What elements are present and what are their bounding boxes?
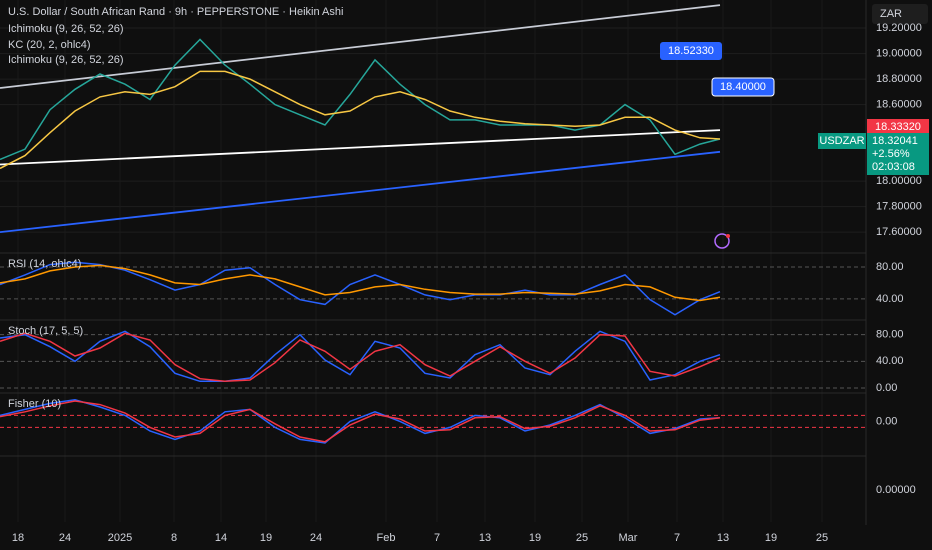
line bbox=[0, 70, 721, 170]
y-tick-label: 18.00000 bbox=[876, 175, 922, 187]
indicator: KC (20, 2, ohlc4) bbox=[8, 39, 91, 51]
x-tick-label: Mar bbox=[619, 532, 638, 544]
line bbox=[0, 330, 721, 383]
x-tick-label: 18 bbox=[12, 532, 24, 544]
x-tick-label: 25 bbox=[576, 532, 588, 544]
y-tick-label: 18.60000 bbox=[876, 98, 922, 110]
symbol-box bbox=[818, 133, 866, 149]
line bbox=[0, 261, 721, 316]
line bbox=[0, 4, 721, 89]
price-annotation: 18.33320 bbox=[875, 121, 921, 133]
change: +2.56% bbox=[872, 148, 910, 160]
x-tick-label: Feb bbox=[377, 532, 396, 544]
line bbox=[0, 400, 721, 443]
indicator: Ichimoku (9, 26, 52, 26) bbox=[8, 54, 124, 66]
x-tick-label: 13 bbox=[479, 532, 491, 544]
x-tick-label: 7 bbox=[434, 532, 440, 544]
last-price: 18.32041 bbox=[872, 135, 918, 147]
y-tick-label: 40.00 bbox=[876, 355, 904, 367]
marks bbox=[0, 0, 932, 522]
x-tick-label: 14 bbox=[215, 532, 227, 544]
x-tick-label: 19 bbox=[260, 532, 272, 544]
price-box bbox=[867, 119, 929, 135]
last-price-box bbox=[867, 133, 929, 175]
price-annotation: 18.52330 bbox=[668, 45, 714, 57]
chart-title: U.S. Dollar / South African Rand · 9h · … bbox=[8, 6, 343, 18]
currency: ZAR bbox=[880, 8, 902, 20]
x-tick-label: 24 bbox=[59, 532, 71, 544]
y-tick-label: 40.00 bbox=[876, 293, 904, 305]
y-tick-label: 80.00 bbox=[876, 261, 904, 273]
alert-icon[interactable] bbox=[714, 233, 730, 249]
x-tick-label: 25 bbox=[816, 532, 828, 544]
y-tick-label: 0.00 bbox=[876, 415, 897, 427]
x-tick-label: 8 bbox=[171, 532, 177, 544]
line bbox=[0, 150, 721, 233]
x-tick-label: 13 bbox=[717, 532, 729, 544]
y-tick-label: 18.80000 bbox=[876, 73, 922, 85]
currency-box[interactable] bbox=[872, 4, 928, 24]
panel-title: RSI (14, ohlc4) bbox=[8, 258, 81, 270]
y-tick-label: 0.00 bbox=[876, 382, 897, 394]
line bbox=[0, 264, 721, 302]
line bbox=[0, 332, 721, 383]
x-tick-label: 19 bbox=[765, 532, 777, 544]
x-tick-label: 19 bbox=[529, 532, 541, 544]
price-annotation: 18.40000 bbox=[720, 81, 766, 93]
panel-title: Fisher (10) bbox=[8, 398, 61, 410]
line bbox=[0, 38, 721, 161]
alert-dot bbox=[726, 234, 730, 238]
y-tick-label: 19.00000 bbox=[876, 47, 922, 59]
indicator: Ichimoku (9, 26, 52, 26) bbox=[8, 23, 124, 35]
countdown: 02:03:08 bbox=[872, 161, 915, 173]
symbol: USDZAR bbox=[819, 135, 864, 147]
x-tick-label: 24 bbox=[310, 532, 322, 544]
price-box bbox=[711, 77, 775, 97]
price-box bbox=[660, 42, 722, 60]
x-tick-label: 7 bbox=[674, 532, 680, 544]
line bbox=[0, 129, 721, 166]
x-tick-label: 2025 bbox=[108, 532, 132, 544]
y-tick-label: 17.80000 bbox=[876, 201, 922, 213]
y-tick-label: 17.60000 bbox=[876, 226, 922, 238]
y-tick-label: 0.00000 bbox=[876, 484, 916, 496]
price-axis bbox=[866, 0, 932, 550]
panel-title: Stoch (17, 5, 5) bbox=[8, 325, 83, 337]
y-tick-label: 19.20000 bbox=[876, 22, 922, 34]
y-tick-label: 80.00 bbox=[876, 329, 904, 341]
